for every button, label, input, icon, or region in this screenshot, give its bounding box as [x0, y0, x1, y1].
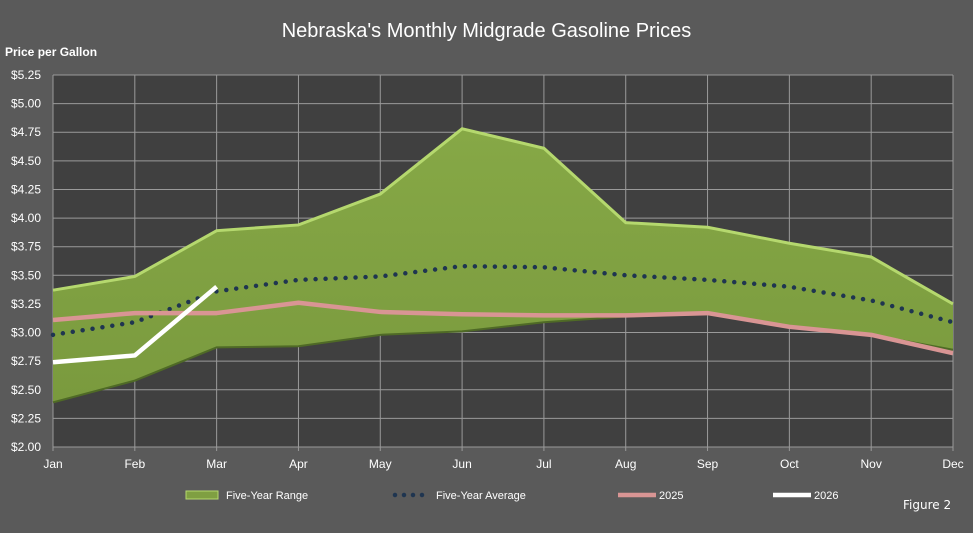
series-line-five-year-average [50, 263, 956, 338]
y-tick-label: $3.25 [11, 297, 41, 311]
x-tick-label: Jan [43, 457, 62, 471]
x-tick-label: Sep [697, 457, 719, 471]
x-tick-label: Feb [124, 457, 145, 471]
legend-label: 2025 [659, 490, 683, 502]
y-tick-label: $2.00 [11, 440, 41, 454]
y-tick-label: $2.75 [11, 354, 41, 368]
x-tick-label: Jun [452, 457, 471, 471]
y-tick-label: $4.00 [11, 211, 41, 225]
y-tick-label: $4.25 [11, 182, 41, 196]
y-tick-label: $5.25 [11, 68, 41, 82]
y-tick-label: $2.25 [11, 411, 41, 425]
y-tick-label: $5.00 [11, 97, 41, 111]
legend-label: 2026 [814, 490, 838, 502]
series-line-2026 [52, 285, 219, 365]
x-tick-label: May [369, 457, 392, 471]
x-tick-label: Mar [206, 457, 227, 471]
chart-title: Nebraska's Monthly Midgrade Gasoline Pri… [281, 20, 692, 42]
y-tick-label: $3.50 [11, 268, 41, 282]
y-tick-label: $4.75 [11, 125, 41, 139]
y-tick-label: $4.50 [11, 154, 41, 168]
figure-label: Figure 2 [903, 498, 952, 512]
y-tick-label: $3.00 [11, 326, 41, 340]
x-tick-label: Nov [861, 457, 882, 471]
series-line-2025 [52, 300, 954, 356]
legend-label: Five-Year Range [226, 490, 308, 502]
x-tick-label: Apr [289, 457, 308, 471]
x-tick-label: Aug [615, 457, 636, 471]
x-tick-label: Dec [942, 457, 963, 471]
y-tick-label: $2.50 [11, 383, 41, 397]
x-tick-label: Jul [536, 457, 551, 471]
y-axis-label: Price per Gallon [5, 45, 98, 59]
range-max-edge [52, 127, 954, 306]
legend-swatch [185, 490, 219, 500]
legend-label: Five-Year Average [436, 490, 526, 502]
y-tick-label: $3.75 [11, 240, 41, 254]
x-tick-label: Oct [780, 457, 799, 471]
